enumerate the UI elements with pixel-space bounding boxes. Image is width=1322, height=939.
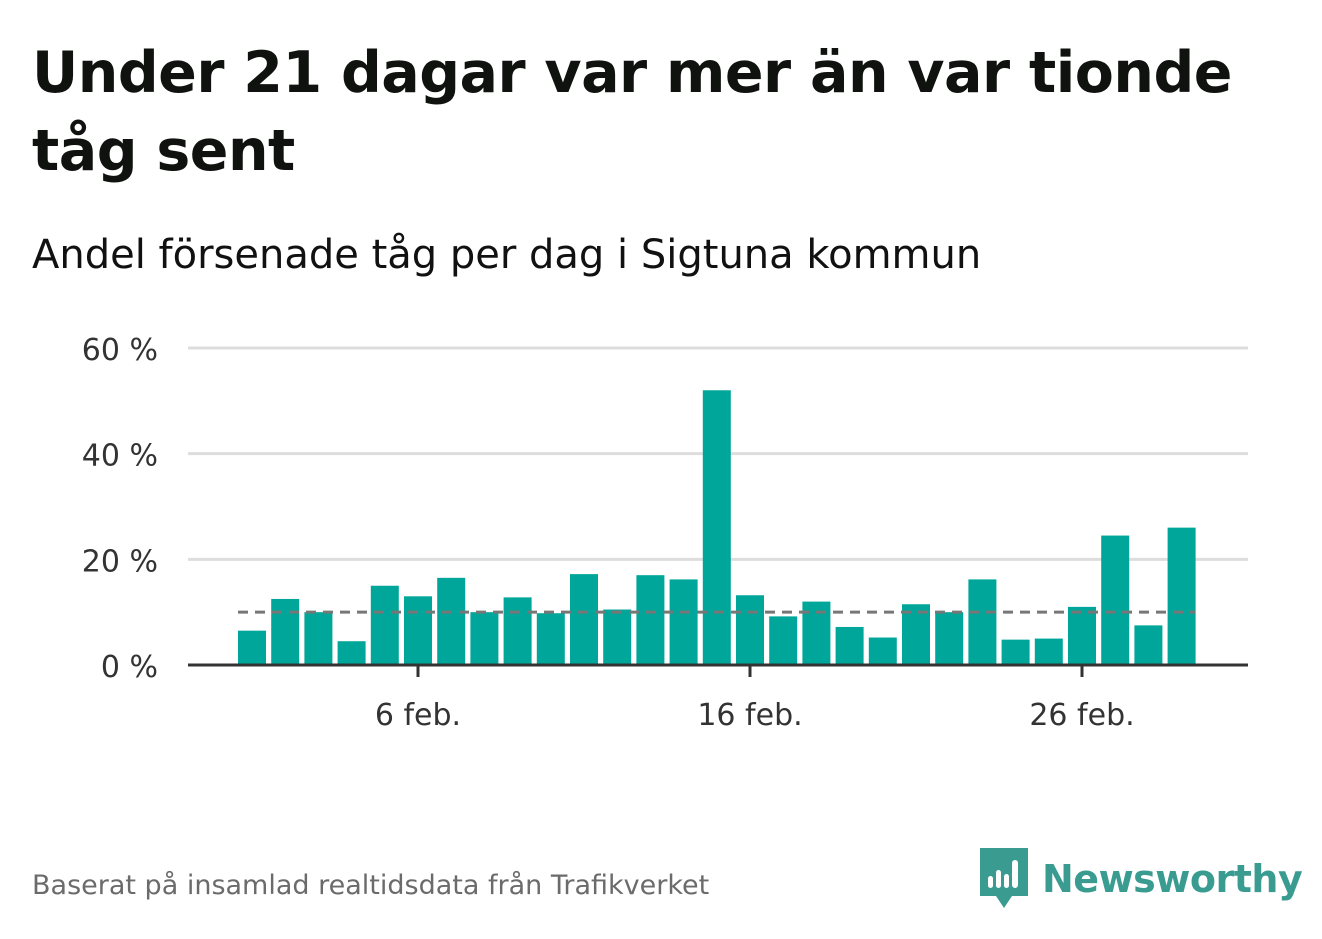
chart-title: Under 21 dagar var mer än var tionde tåg… [32, 40, 1232, 184]
brand-name: Newsworthy [1042, 857, 1303, 901]
bar [669, 579, 698, 665]
bar [1134, 625, 1163, 665]
bar [1068, 606, 1096, 665]
bar [935, 612, 964, 665]
bar [603, 609, 632, 665]
y-tick-label: 20 % [82, 544, 158, 579]
bar [238, 630, 266, 665]
bar [868, 637, 897, 665]
newsworthy-logo-icon [980, 848, 1028, 908]
y-tick-label: 60 % [82, 333, 158, 368]
bar [902, 604, 930, 665]
bar [271, 598, 300, 665]
bar [968, 579, 997, 665]
x-tick-label: 6 feb. [375, 698, 461, 733]
bar [304, 612, 333, 665]
source-note: Baserat på insamlad realtidsdata från Tr… [32, 870, 710, 901]
bar [702, 390, 731, 665]
bar [437, 577, 466, 665]
bar [1001, 639, 1030, 665]
bar [503, 597, 532, 665]
chart-subtitle: Andel försenade tåg per dag i Sigtuna ko… [32, 232, 982, 278]
bar [636, 575, 665, 665]
bar [1101, 535, 1130, 665]
bar [536, 613, 565, 665]
y-tick-label: 40 % [82, 439, 158, 474]
bar [736, 595, 764, 665]
y-tick-label: 0 % [101, 650, 158, 685]
x-tick-label: 16 feb. [697, 698, 802, 733]
bar [835, 626, 864, 665]
bar [570, 574, 598, 665]
bar-chart: 0 % 20 % 40 % 60 % 6 feb. 16 feb. 26 feb. [82, 333, 1248, 733]
newsworthy-brand: Newsworthy [980, 848, 1303, 910]
bar [337, 641, 366, 665]
x-tick-label: 26 feb. [1029, 698, 1134, 733]
bar [470, 612, 499, 665]
bar [769, 616, 798, 665]
bar [1034, 638, 1063, 665]
bar [370, 585, 399, 665]
bar [404, 596, 432, 665]
bar [1167, 527, 1196, 665]
